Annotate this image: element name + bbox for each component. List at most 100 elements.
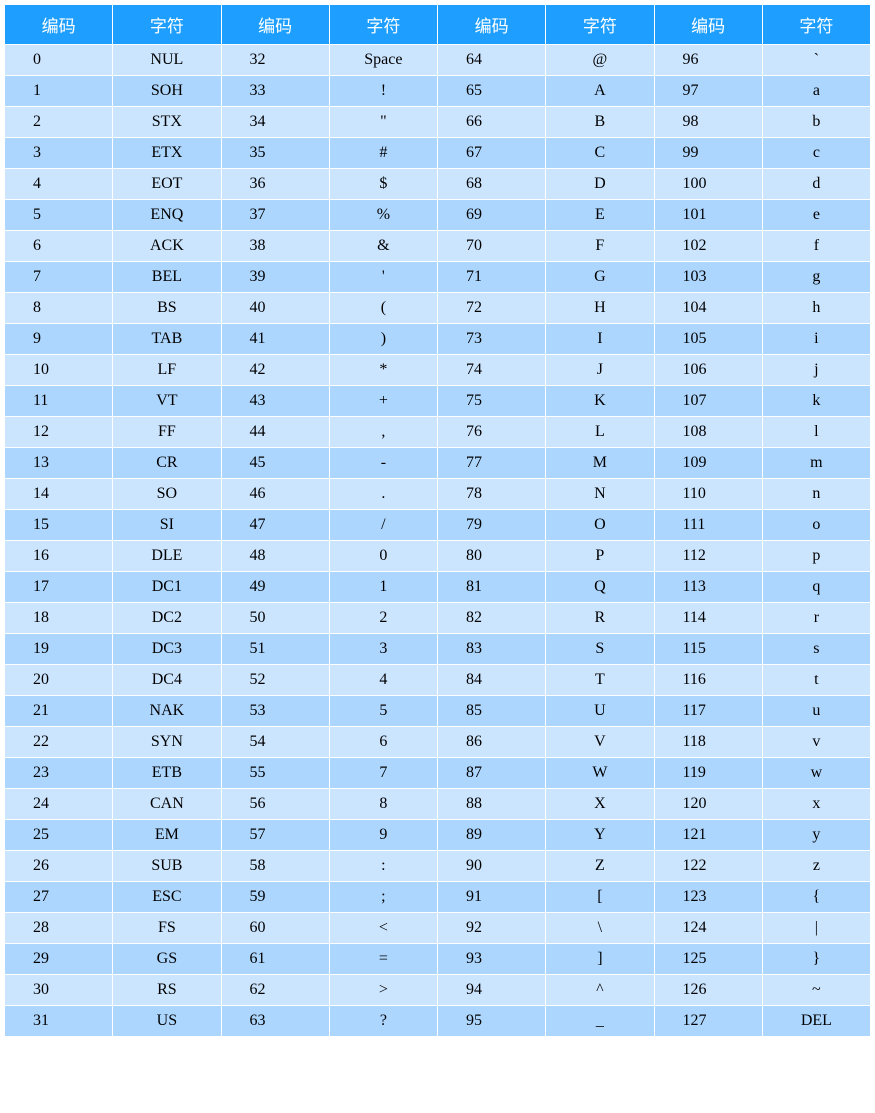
code-cell: 27 (5, 882, 113, 913)
char-cell: 6 (329, 727, 437, 758)
code-cell: 86 (438, 727, 546, 758)
code-cell: 19 (5, 634, 113, 665)
table-row: 3ETX35#67C99c (5, 138, 871, 169)
code-cell: 6 (5, 231, 113, 262)
char-cell: } (762, 944, 870, 975)
char-cell: t (762, 665, 870, 696)
table-row: 15SI47/79O111o (5, 510, 871, 541)
char-cell: ENQ (113, 200, 221, 231)
code-cell: 111 (654, 510, 762, 541)
table-row: 30RS62>94^126~ (5, 975, 871, 1006)
char-cell: ETB (113, 758, 221, 789)
table-row: 11VT43+75K107k (5, 386, 871, 417)
char-cell: ACK (113, 231, 221, 262)
code-cell: 55 (221, 758, 329, 789)
char-cell: u (762, 696, 870, 727)
code-cell: 45 (221, 448, 329, 479)
char-cell: GS (113, 944, 221, 975)
code-cell: 5 (5, 200, 113, 231)
header-code-1: 编码 (5, 5, 113, 45)
table-row: 13CR45-77M109m (5, 448, 871, 479)
table-row: 28FS60<92\124| (5, 913, 871, 944)
code-cell: 20 (5, 665, 113, 696)
char-cell: | (762, 913, 870, 944)
char-cell: r (762, 603, 870, 634)
char-cell: ^ (546, 975, 654, 1006)
code-cell: 70 (438, 231, 546, 262)
table-row: 25EM57989Y121y (5, 820, 871, 851)
char-cell: / (329, 510, 437, 541)
code-cell: 105 (654, 324, 762, 355)
char-cell: < (329, 913, 437, 944)
table-row: 14SO46.78N110n (5, 479, 871, 510)
code-cell: 32 (221, 45, 329, 76)
code-cell: 46 (221, 479, 329, 510)
char-cell: ETX (113, 138, 221, 169)
char-cell: n (762, 479, 870, 510)
code-cell: 99 (654, 138, 762, 169)
code-cell: 83 (438, 634, 546, 665)
char-cell: Z (546, 851, 654, 882)
char-cell: F (546, 231, 654, 262)
table-row: 1SOH33!65A97a (5, 76, 871, 107)
code-cell: 76 (438, 417, 546, 448)
char-cell: Q (546, 572, 654, 603)
table-body: 0NUL32Space64@96`1SOH33!65A97a2STX34"66B… (5, 45, 871, 1037)
char-cell: ' (329, 262, 437, 293)
code-cell: 73 (438, 324, 546, 355)
char-cell: 0 (329, 541, 437, 572)
code-cell: 101 (654, 200, 762, 231)
code-cell: 108 (654, 417, 762, 448)
code-cell: 120 (654, 789, 762, 820)
table-row: 5ENQ37%69E101e (5, 200, 871, 231)
table-row: 2STX34"66B98b (5, 107, 871, 138)
code-cell: 47 (221, 510, 329, 541)
header-char-3: 字符 (546, 5, 654, 45)
char-cell: y (762, 820, 870, 851)
code-cell: 16 (5, 541, 113, 572)
header-code-4: 编码 (654, 5, 762, 45)
code-cell: 30 (5, 975, 113, 1006)
char-cell: K (546, 386, 654, 417)
table-row: 27ESC59;91[123{ (5, 882, 871, 913)
code-cell: 68 (438, 169, 546, 200)
code-cell: 59 (221, 882, 329, 913)
code-cell: 29 (5, 944, 113, 975)
code-cell: 51 (221, 634, 329, 665)
char-cell: > (329, 975, 437, 1006)
char-cell: w (762, 758, 870, 789)
header-code-3: 编码 (438, 5, 546, 45)
char-cell: A (546, 76, 654, 107)
char-cell: BEL (113, 262, 221, 293)
code-cell: 122 (654, 851, 762, 882)
code-cell: 103 (654, 262, 762, 293)
char-cell: DEL (762, 1006, 870, 1037)
char-cell: 7 (329, 758, 437, 789)
char-cell: EM (113, 820, 221, 851)
char-cell: % (329, 200, 437, 231)
code-cell: 44 (221, 417, 329, 448)
code-cell: 65 (438, 76, 546, 107)
table-row: 8BS40(72H104h (5, 293, 871, 324)
code-cell: 66 (438, 107, 546, 138)
char-cell: { (762, 882, 870, 913)
code-cell: 104 (654, 293, 762, 324)
code-cell: 12 (5, 417, 113, 448)
code-cell: 117 (654, 696, 762, 727)
char-cell: V (546, 727, 654, 758)
table-row: 24CAN56888X120x (5, 789, 871, 820)
table-row: 9TAB41)73I105i (5, 324, 871, 355)
char-cell: W (546, 758, 654, 789)
char-cell: D (546, 169, 654, 200)
code-cell: 10 (5, 355, 113, 386)
table-row: 19DC351383S115s (5, 634, 871, 665)
table-row: 29GS61=93]125} (5, 944, 871, 975)
code-cell: 115 (654, 634, 762, 665)
char-cell: S (546, 634, 654, 665)
code-cell: 100 (654, 169, 762, 200)
code-cell: 69 (438, 200, 546, 231)
char-cell: RS (113, 975, 221, 1006)
char-cell: DC3 (113, 634, 221, 665)
char-cell: $ (329, 169, 437, 200)
code-cell: 61 (221, 944, 329, 975)
